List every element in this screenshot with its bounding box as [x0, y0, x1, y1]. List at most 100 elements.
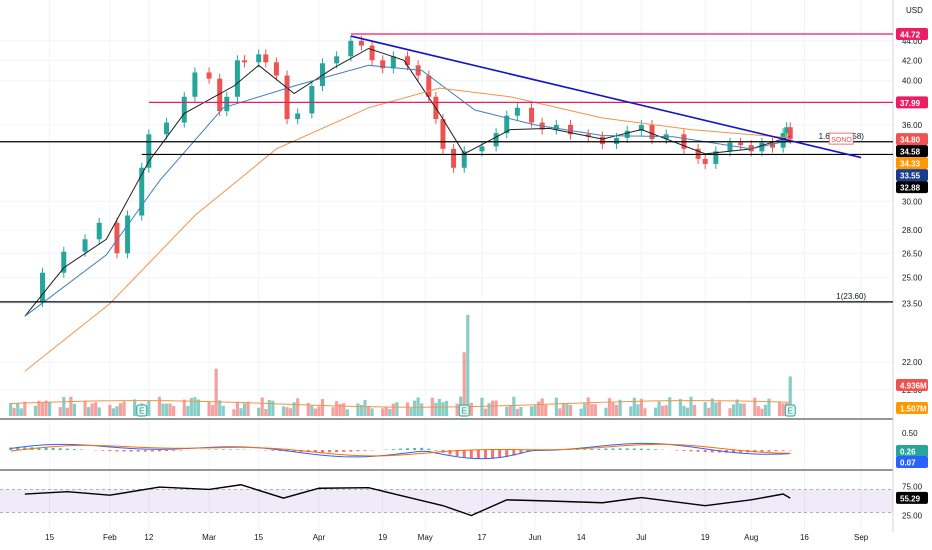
macd-pane — [9, 442, 792, 460]
candle-body — [164, 122, 170, 135]
volume-bar — [405, 402, 410, 416]
candle-body — [348, 40, 354, 57]
volume-ma-badge: 1.507M — [900, 405, 927, 414]
macd-histogram-bar — [632, 448, 636, 450]
macd-histogram-bar — [625, 448, 629, 450]
macd-histogram-bar — [781, 450, 785, 451]
volume-bar — [271, 400, 275, 416]
volume-bar — [490, 400, 495, 416]
candle-body — [146, 134, 152, 168]
volume-bar — [264, 409, 268, 416]
macd-histogram-bar — [611, 448, 615, 450]
macd-histogram-bar — [590, 448, 594, 450]
volume-bar — [568, 405, 573, 416]
macd-histogram-bar — [51, 447, 55, 450]
candle-body — [369, 45, 375, 61]
macd-histogram-bar — [576, 449, 580, 450]
x-tick-label: Jun — [529, 533, 542, 542]
macd-histogram-bar — [604, 448, 608, 450]
volume-bar — [16, 403, 20, 416]
volume-bar — [469, 402, 473, 416]
candle-body — [784, 127, 790, 134]
volume-bar — [310, 405, 314, 416]
x-tick-label: Apr — [313, 533, 326, 542]
volume-bar — [108, 404, 112, 416]
volume-bar — [778, 402, 782, 416]
volume-bar — [356, 403, 360, 416]
macd-histogram-bar — [491, 450, 495, 459]
macd-line — [10, 442, 791, 460]
volume-bar — [69, 396, 73, 416]
macd-histogram-bar — [235, 449, 239, 450]
candle-body — [263, 54, 269, 63]
candle-body — [192, 72, 198, 97]
macd-histogram-bar — [136, 450, 140, 452]
volume-bar — [703, 402, 707, 416]
volume-bar — [441, 402, 445, 416]
volume-bar — [586, 397, 590, 416]
macd-histogram-bar — [462, 450, 466, 458]
volume-bar — [494, 400, 498, 416]
macd-histogram-bar — [115, 450, 119, 452]
macd-histogram-bar — [157, 450, 161, 452]
price-badge-bg — [896, 145, 928, 158]
candle-body — [295, 113, 301, 120]
volume-bar — [444, 401, 449, 416]
volume-bar — [193, 397, 197, 416]
volume-bar — [728, 408, 732, 416]
volume-bar — [161, 403, 165, 416]
volume-bar — [196, 399, 201, 416]
volume-bar — [604, 407, 608, 416]
y-tick-label: 36.00 — [902, 121, 923, 130]
y-tick-label: 30.00 — [902, 197, 923, 206]
volume-bar — [285, 407, 289, 416]
macd-histogram-bar — [618, 448, 622, 450]
candle-body — [334, 56, 340, 64]
volume-bar — [583, 403, 587, 416]
candle-body — [493, 133, 499, 147]
macd-histogram-bar — [420, 447, 424, 450]
moving-average-line — [24, 64, 791, 317]
macd-histogram-bar — [342, 450, 346, 452]
volume-bar — [529, 406, 534, 416]
macd-histogram-bar — [179, 450, 183, 451]
candle-body — [426, 75, 432, 97]
volume-bar — [462, 352, 466, 416]
volume-bar — [211, 405, 215, 416]
volume-bar — [335, 401, 339, 416]
volume-bar — [561, 403, 566, 416]
volume-ma-line — [10, 400, 791, 408]
volume-bar — [118, 403, 123, 416]
earnings-label: E — [788, 407, 793, 416]
candle-body — [125, 215, 131, 254]
fib-label: 1(23.60) — [836, 292, 866, 301]
volume-bar — [384, 406, 388, 416]
macd-histogram-bar — [214, 449, 218, 450]
price-badge-bg — [896, 133, 928, 146]
volume-bar — [607, 398, 612, 416]
volume-bar — [232, 409, 236, 416]
volume-bar — [413, 400, 417, 416]
candle-body — [780, 133, 786, 148]
macd-histogram-bar — [37, 447, 41, 450]
volume-bar — [540, 398, 544, 416]
volume-bar — [345, 409, 349, 416]
volume-bar — [86, 407, 91, 416]
volume-bar — [331, 407, 335, 416]
volume-bar — [370, 408, 374, 416]
x-tick-label: May — [418, 533, 433, 542]
rsi-band — [0, 489, 893, 513]
volume-bar — [242, 403, 247, 416]
price-badge-bg — [896, 181, 928, 194]
rsi-line — [24, 484, 791, 517]
volume-bar — [94, 402, 98, 416]
volume-bar — [281, 406, 286, 416]
price-badge: 34.80 — [900, 136, 921, 145]
volume-bar — [505, 406, 509, 416]
volume-bar — [214, 368, 218, 416]
candle-body — [702, 158, 708, 164]
volume-bar — [739, 403, 743, 416]
macd-histogram-bar — [278, 450, 282, 452]
volume-bar — [685, 407, 690, 416]
